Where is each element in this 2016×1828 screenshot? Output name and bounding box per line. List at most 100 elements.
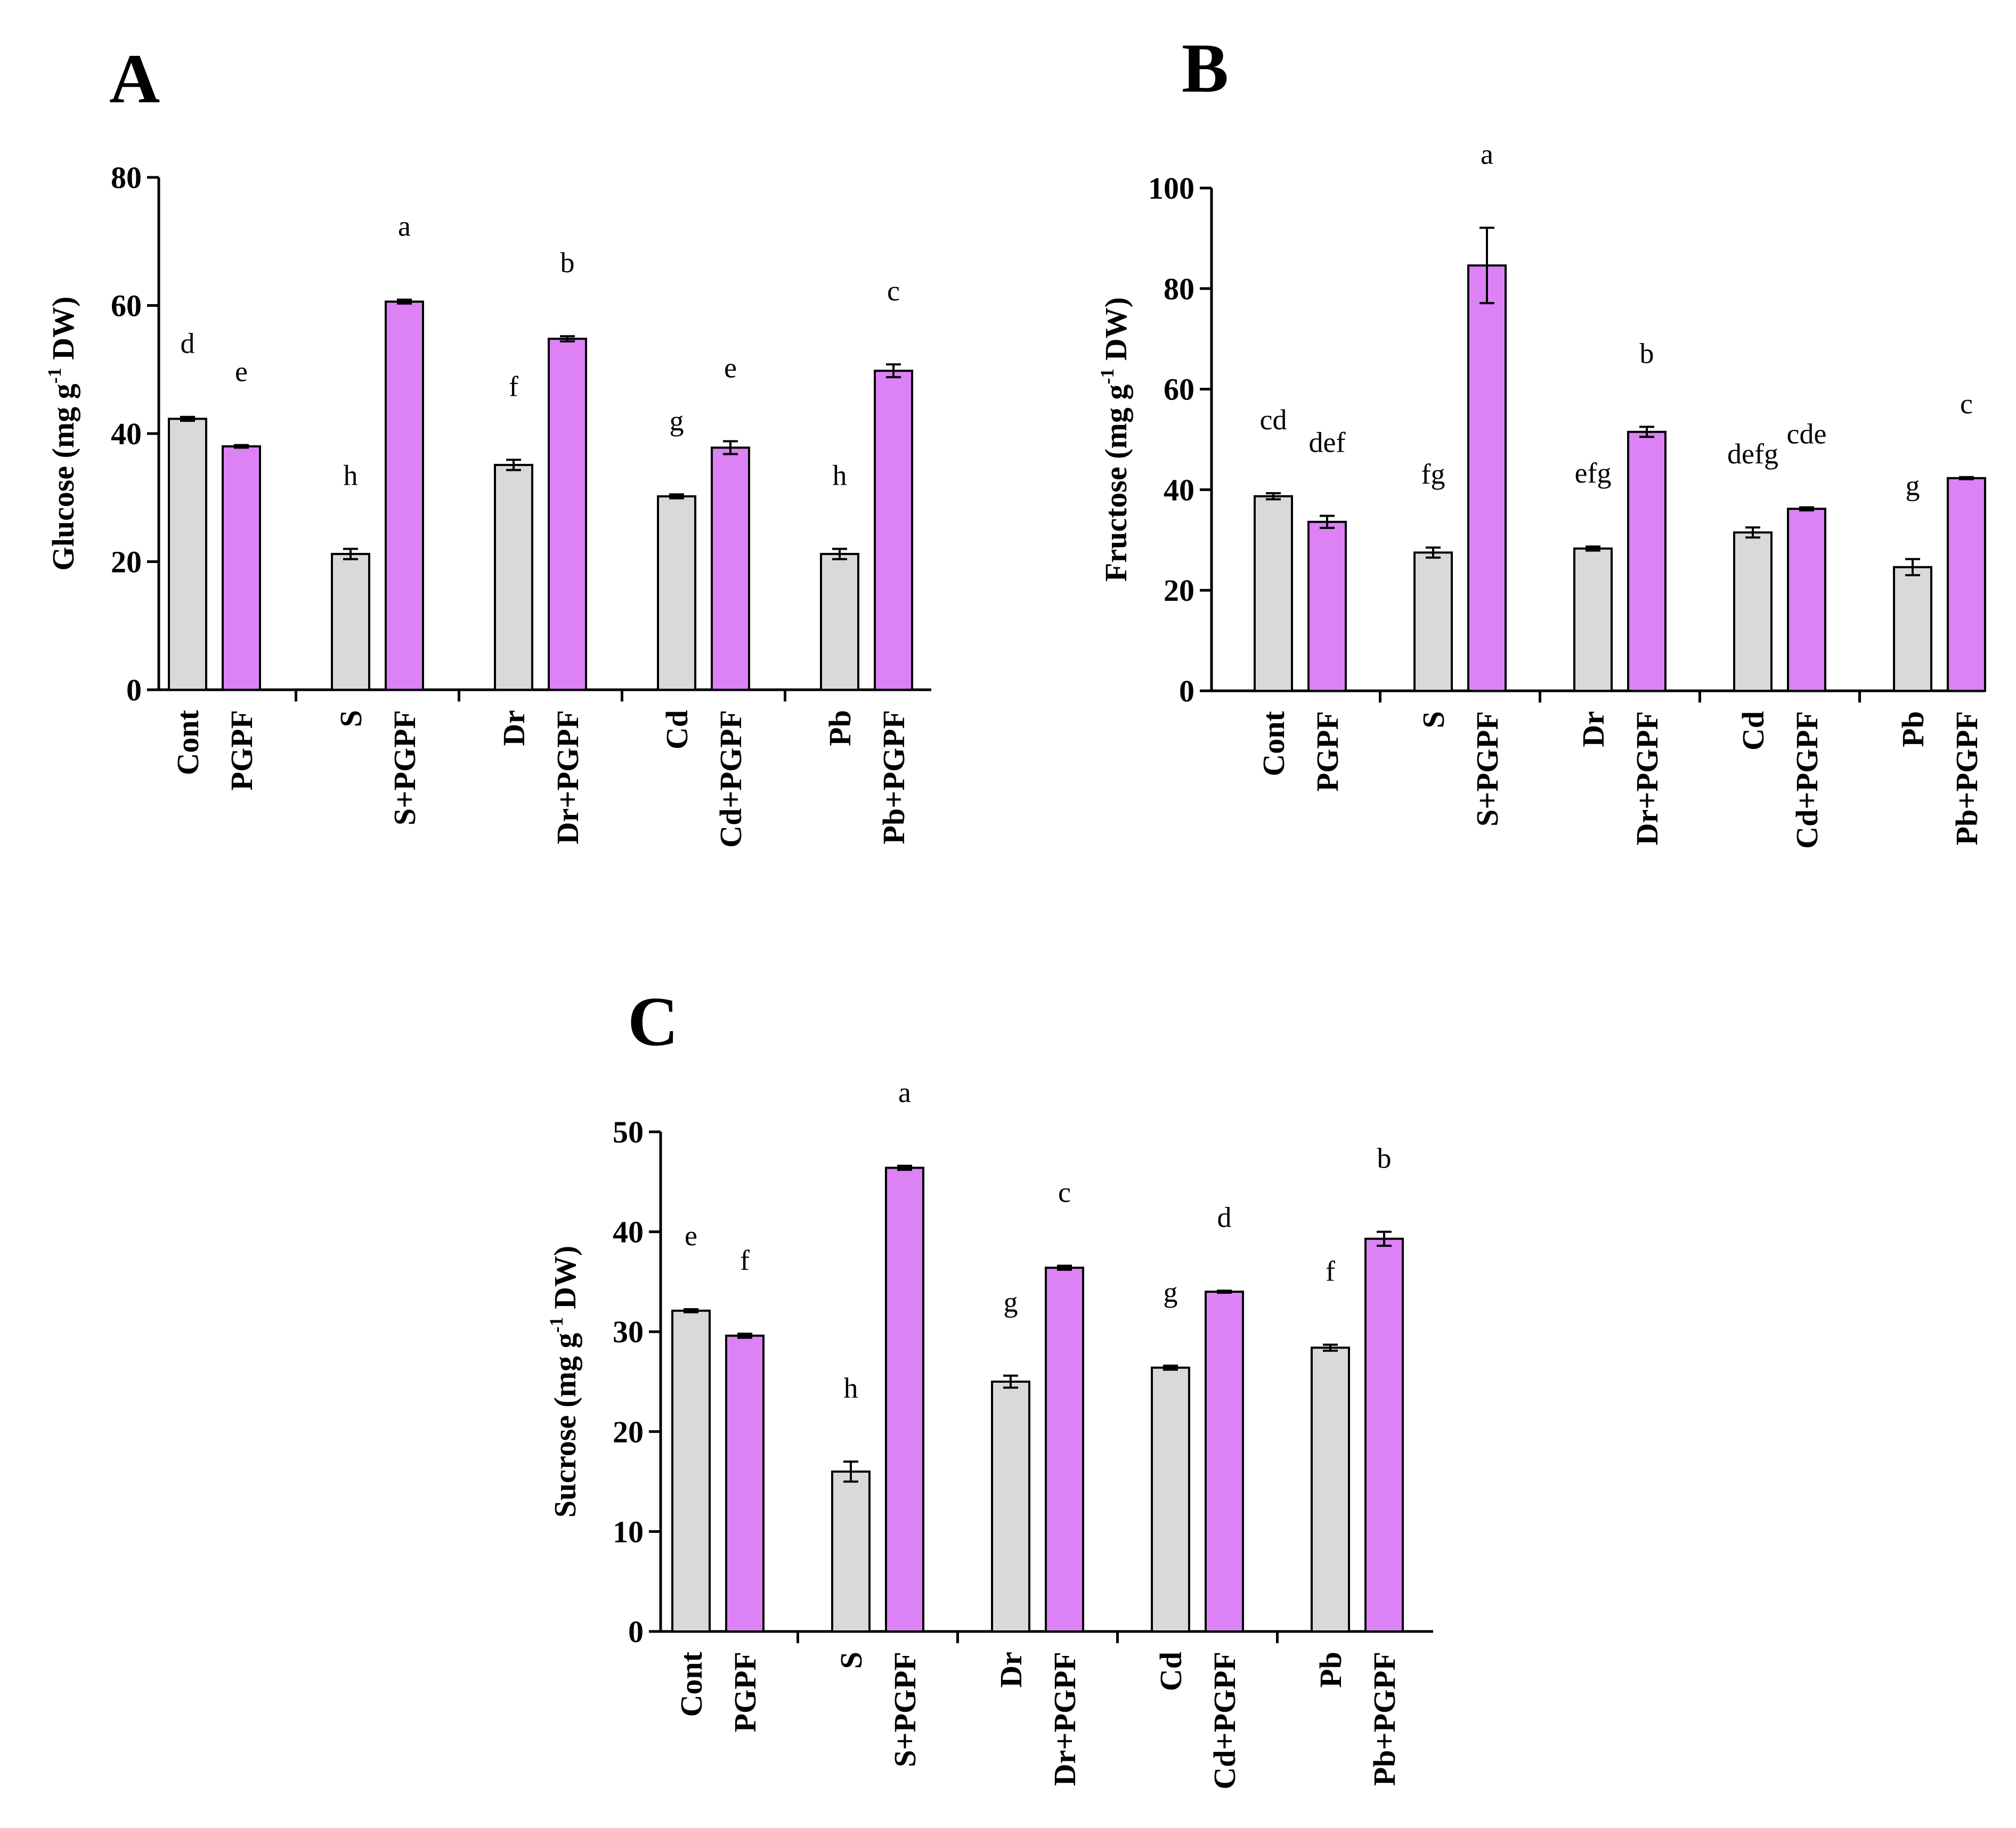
x-tick-label-s: S [1416,711,1451,728]
bar-cont [1254,495,1293,692]
panel-letter: A [109,39,160,118]
significance-letter-cd: g [670,405,684,437]
y-tick-label: 20 [613,1415,644,1449]
significance-letter-dr-plus-pgpf: b [1640,337,1654,369]
x-tick-label-s-plus-pgpf: S+PGPF [888,1652,922,1767]
bar-cd-plus-pgpf [711,446,750,691]
significance-letter-s: fg [1421,458,1445,490]
bar-cont [168,418,207,691]
significance-letter-pgpf: e [235,356,248,388]
bar-pgpf [1307,520,1347,692]
y-tick-label: 40 [1164,472,1194,507]
significance-letter-dr: efg [1575,457,1612,489]
bar-pb [820,553,859,691]
x-tick-label-s-plus-pgpf: S+PGPF [387,710,422,826]
error-bar-dr [506,459,521,471]
x-tick-label-pb: Pb [1313,1652,1348,1688]
significance-letter-dr-plus-pgpf: c [1058,1176,1071,1208]
x-tick-label-dr-plus-pgpf: Dr+PGPF [1630,711,1664,845]
significance-letter-dr: g [1004,1286,1018,1318]
x-tick-label-dr-plus-pgpf: Dr+PGPF [1047,1652,1082,1786]
x-tick-label-pb: Pb [1896,711,1930,747]
bar-dr-plus-pgpf [1627,430,1667,692]
bar-dr-plus-pgpf [1045,1267,1084,1633]
error-bar-pb [832,548,847,560]
bar-cd-plus-pgpf [1787,508,1826,692]
bar-dr-plus-pgpf [548,338,587,691]
x-tick-label-dr-plus-pgpf: Dr+PGPF [550,710,585,844]
significance-letter-pb-plus-pgpf: b [1377,1142,1392,1174]
y-tick-label: 50 [613,1115,644,1149]
bar-pb-plus-pgpf [874,370,913,691]
error-bar-dr [1003,1374,1018,1389]
x-tick-label-cd: Cd [1153,1652,1188,1691]
y-tick-label: 40 [613,1215,644,1250]
x-tick-label-pgpf: PGPF [224,710,259,790]
error-bar-dr [1586,545,1600,552]
bar-pb-plus-pgpf [1364,1237,1404,1633]
error-bar-pb-plus-pgpf [1959,476,1974,480]
error-bar-pb [1905,558,1920,576]
x-tick-label-cont: Cont [674,1651,709,1717]
error-bar-s-plus-pgpf [897,1164,912,1171]
error-bar-cd [1745,526,1760,539]
bar-dr [991,1381,1030,1633]
bar-s-plus-pgpf [885,1166,924,1633]
significance-letter-pb: g [1906,470,1920,502]
significance-letter-dr-plus-pgpf: b [560,247,575,279]
error-bar-dr-plus-pgpf [1057,1264,1072,1271]
error-bar-pgpf [1320,515,1335,529]
y-tick-label: 0 [628,1614,644,1649]
significance-letter-cont: e [685,1220,697,1252]
y-tick-label: 0 [1179,674,1194,708]
x-tick-label-cd: Cd [660,710,694,749]
error-bar-pgpf [737,1332,752,1339]
significance-letter-pb-plus-pgpf: c [1960,388,1973,420]
x-tick-label-cd-plus-pgpf: Cd+PGPF [713,710,748,848]
significance-letter-cd-plus-pgpf: e [724,352,737,383]
bar-s [1413,551,1453,692]
x-tick-label-pgpf: PGPF [1310,711,1345,791]
bar-dr [494,463,533,691]
error-bar-cont [1266,492,1281,501]
significance-letter-cd: g [1164,1276,1178,1308]
bar-s-plus-pgpf [385,300,424,691]
error-bar-pb-plus-pgpf [886,363,901,379]
x-tick-label-cd: Cd [1736,711,1770,750]
y-tick-label: 20 [111,545,142,580]
significance-letter-pb: h [833,459,847,491]
x-tick-label-cd-plus-pgpf: Cd+PGPF [1207,1652,1242,1790]
y-tick-label: 80 [1164,272,1194,306]
error-bar-cd-plus-pgpf [1799,506,1814,512]
error-bar-cd [669,493,684,500]
x-tick-label-pb-plus-pgpf: Pb+PGPF [1949,711,1984,845]
x-tick-label-cont: Cont [1256,711,1291,776]
x-tick-label-s: S [834,1652,868,1669]
y-tick-label: 10 [613,1514,644,1549]
significance-letter-s: h [344,459,358,491]
significance-letter-s: h [844,1372,858,1404]
bar-pb [1893,566,1932,692]
significance-letter-s-plus-pgpf: a [1481,138,1493,170]
error-bar-dr-plus-pgpf [1639,426,1654,438]
significance-letter-pgpf: def [1309,426,1346,458]
error-bar-s-plus-pgpf [397,298,412,305]
y-tick-label: 20 [1164,573,1194,608]
x-tick-label-pb-plus-pgpf: Pb+PGPF [876,710,911,844]
error-bar-pb [1323,1343,1338,1352]
x-tick-label-pgpf: PGPF [728,1652,762,1732]
significance-letter-dr: f [509,370,518,402]
error-bar-cd [1163,1364,1178,1371]
significance-letter-cd: defg [1727,438,1778,470]
error-bar-s-plus-pgpf [1480,226,1494,305]
bar-s [831,1470,871,1633]
bar-dr [1573,547,1613,692]
y-axis-title: Sucrose (mg g-1 DW) [546,1246,582,1518]
x-tick-label-dr: Dr [497,710,531,746]
error-bar-dr-plus-pgpf [560,335,575,342]
bar-s-plus-pgpf [1467,264,1507,692]
significance-letter-s-plus-pgpf: a [898,1076,911,1108]
x-tick-label-pb-plus-pgpf: Pb+PGPF [1367,1652,1402,1786]
error-bar-cd-plus-pgpf [1217,1290,1232,1294]
significance-letter-cont: d [181,328,195,360]
